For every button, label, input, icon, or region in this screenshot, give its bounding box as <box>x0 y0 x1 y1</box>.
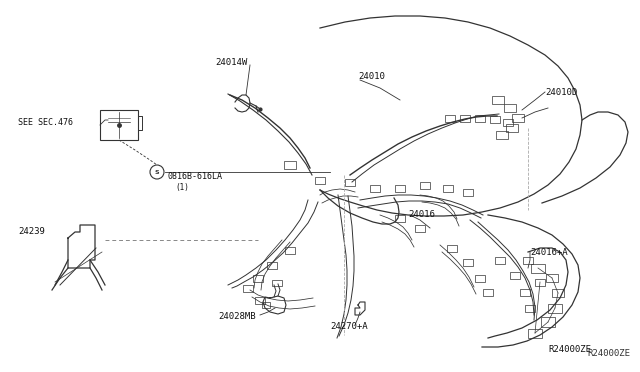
Bar <box>315 176 325 183</box>
Text: S: S <box>155 170 159 174</box>
Bar <box>284 161 296 169</box>
Text: 24016: 24016 <box>408 210 435 219</box>
Bar <box>475 115 485 122</box>
Text: 24016+A: 24016+A <box>530 248 568 257</box>
Bar <box>262 302 270 308</box>
Text: 24014W: 24014W <box>215 58 247 67</box>
Bar <box>525 305 535 311</box>
Bar <box>345 179 355 186</box>
Bar <box>510 272 520 279</box>
Bar <box>460 115 470 122</box>
Bar <box>267 262 277 269</box>
Bar <box>504 104 516 112</box>
Bar <box>483 289 493 295</box>
Bar <box>420 182 430 189</box>
Bar <box>503 119 513 125</box>
Bar <box>548 304 562 312</box>
Bar <box>255 296 265 304</box>
Bar <box>475 275 485 282</box>
Bar <box>272 280 282 286</box>
Bar <box>496 131 508 139</box>
Text: (1): (1) <box>175 183 189 192</box>
Bar <box>370 185 380 192</box>
Bar <box>395 185 405 192</box>
Bar <box>253 275 263 282</box>
Bar <box>463 259 473 266</box>
Bar <box>528 328 542 337</box>
Bar <box>243 285 253 292</box>
Bar <box>395 215 405 221</box>
Bar <box>523 257 533 263</box>
Bar <box>415 224 425 231</box>
Bar <box>495 257 505 263</box>
Text: 24270+A: 24270+A <box>330 322 367 331</box>
Text: 0816B-616LA: 0816B-616LA <box>168 172 223 181</box>
Bar <box>541 317 555 327</box>
Text: 24010D: 24010D <box>545 88 577 97</box>
Bar <box>463 189 473 196</box>
Bar <box>535 279 545 285</box>
Bar <box>100 110 138 140</box>
Text: SEE SEC.476: SEE SEC.476 <box>18 118 73 127</box>
Bar <box>512 114 524 122</box>
Text: R24000ZE: R24000ZE <box>548 345 591 354</box>
Text: R24000ZE: R24000ZE <box>587 349 630 358</box>
Bar <box>546 274 558 282</box>
Bar <box>445 115 455 122</box>
Text: 24239: 24239 <box>18 227 45 236</box>
Bar <box>492 96 504 104</box>
Bar <box>531 263 545 273</box>
Bar <box>447 244 457 251</box>
Bar <box>443 185 453 192</box>
Text: 24028MB: 24028MB <box>218 312 255 321</box>
Bar <box>490 115 500 122</box>
Bar <box>520 289 530 295</box>
Bar <box>285 247 295 253</box>
Bar <box>552 289 564 297</box>
Bar <box>506 124 518 132</box>
Text: 24010: 24010 <box>358 72 385 81</box>
